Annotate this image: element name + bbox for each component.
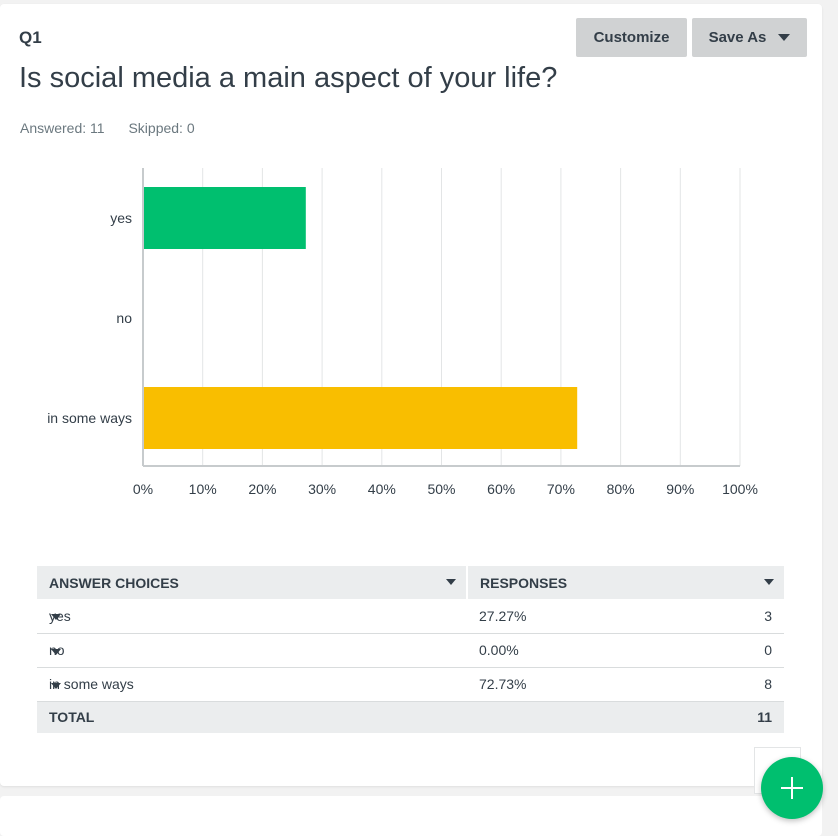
response-percent: 0.00% — [467, 633, 673, 668]
responses-header[interactable]: RESPONSES — [467, 566, 784, 599]
response-stats: Answered: 11 Skipped: 0 — [20, 120, 195, 136]
response-percent: 72.73% — [467, 667, 673, 702]
chart-category-labels: yes no in some ways — [47, 210, 132, 426]
chevron-down-icon — [778, 34, 791, 41]
table-row: in some ways 72.73% 8 — [37, 667, 784, 702]
plus-icon — [781, 777, 803, 799]
sort-caret-icon[interactable] — [446, 579, 456, 585]
chart-axes — [142, 168, 740, 467]
add-button[interactable] — [761, 757, 823, 819]
responses-table: ANSWER CHOICES RESPONSES yes 27.27% 3 no… — [37, 566, 784, 733]
save-as-button-label: Save As — [708, 29, 767, 46]
question-title: Is social media a main aspect of your li… — [19, 62, 558, 94]
customize-button[interactable]: Customize — [576, 18, 687, 57]
x-tick-label: 70% — [547, 481, 575, 497]
skipped-count: Skipped: 0 — [128, 120, 195, 136]
bar-chart: 0% 10% 20% 30% 40% 50% 60% 70% 80% 90% 100% yes no i… — [47, 168, 758, 497]
total-label: TOTAL — [37, 701, 467, 733]
total-row: TOTAL 11 — [37, 701, 784, 733]
x-tick-label: 40% — [368, 481, 396, 497]
chart-x-tick-labels: 0% 10% 20% 30% 40% 50% 60% 70% 80% 90% 100% — [133, 481, 758, 497]
x-tick-label: 0% — [133, 481, 153, 497]
expand-caret-icon[interactable] — [51, 614, 61, 620]
save-as-button[interactable]: Save As — [692, 18, 807, 57]
x-tick-label: 80% — [607, 481, 635, 497]
question-number: Q1 — [19, 28, 42, 47]
x-tick-label: 100% — [722, 481, 758, 497]
sort-caret-icon[interactable] — [764, 579, 774, 585]
x-tick-label: 20% — [248, 481, 276, 497]
expand-caret-icon[interactable] — [51, 682, 61, 689]
response-count: 0 — [672, 633, 784, 668]
x-tick-label: 90% — [666, 481, 694, 497]
table-row: no 0.00% 0 — [37, 633, 784, 668]
response-count: 3 — [672, 599, 784, 634]
answer-choice-cell: no — [37, 633, 467, 668]
category-label: yes — [110, 210, 132, 226]
next-card — [0, 796, 822, 836]
chart-bars — [143, 187, 578, 449]
total-spacer — [467, 701, 673, 733]
answer-choices-header[interactable]: ANSWER CHOICES — [37, 566, 468, 599]
x-tick-label: 10% — [189, 481, 217, 497]
x-tick-label: 30% — [308, 481, 336, 497]
expand-caret-icon[interactable] — [51, 648, 61, 655]
category-label: in some ways — [47, 410, 132, 426]
answered-count: Answered: 11 — [20, 120, 105, 136]
answer-choice-cell: in some ways — [37, 667, 467, 702]
bar — [143, 187, 306, 249]
x-tick-label: 60% — [487, 481, 515, 497]
table-row: yes 27.27% 3 — [37, 599, 784, 634]
total-count: 11 — [672, 701, 784, 733]
answer-choice-cell: yes — [37, 599, 467, 634]
bar — [143, 387, 578, 449]
response-count: 8 — [672, 667, 784, 702]
x-tick-label: 50% — [427, 481, 455, 497]
response-percent: 27.27% — [467, 599, 673, 634]
customize-button-label: Customize — [593, 29, 670, 46]
category-label: no — [116, 310, 132, 326]
